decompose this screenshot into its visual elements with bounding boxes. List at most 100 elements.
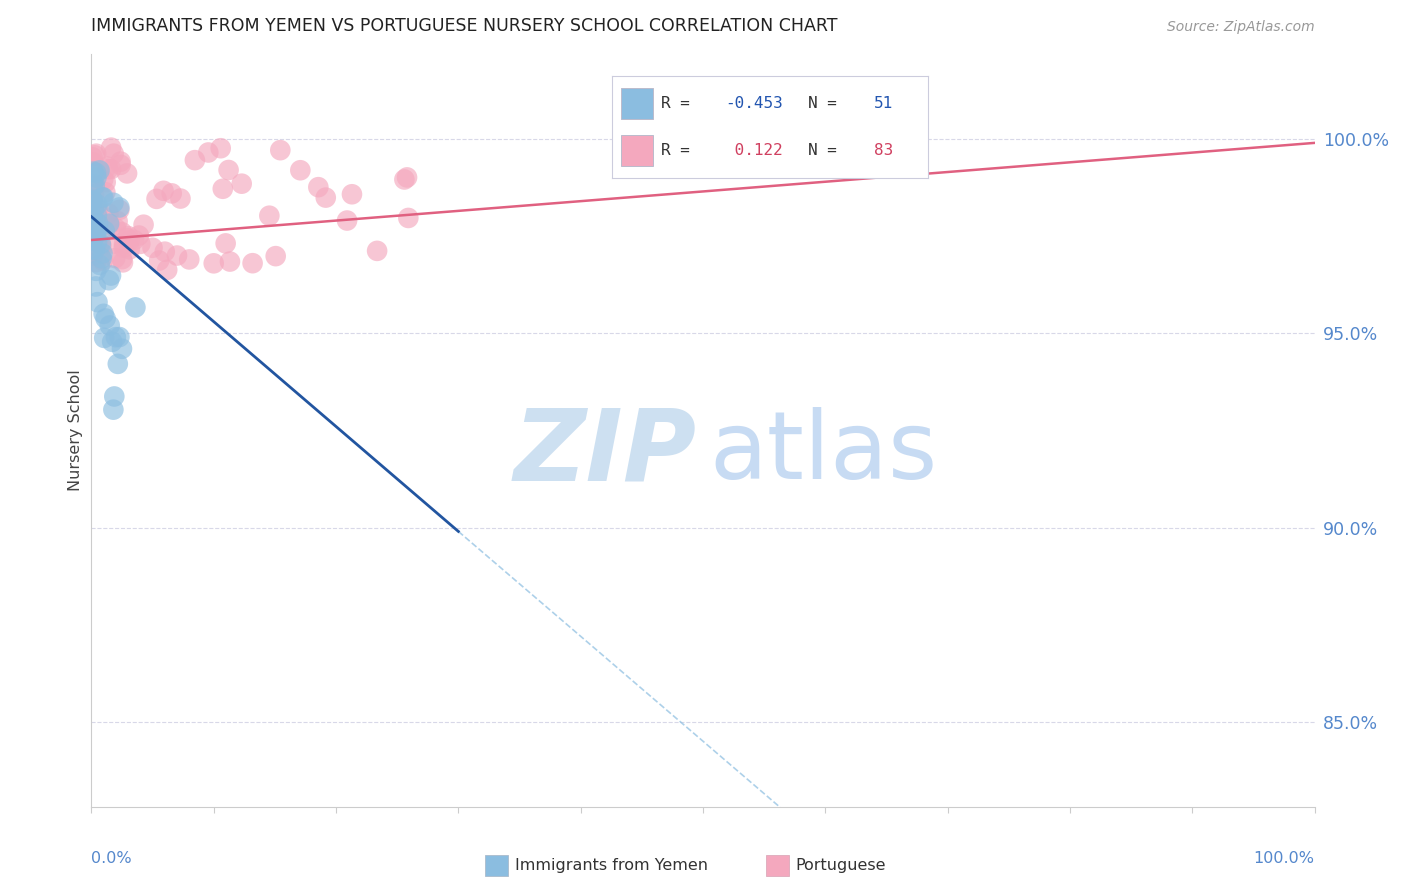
Point <box>211 182 233 196</box>
Point <box>86 208 108 222</box>
Point <box>97 162 120 177</box>
Text: 100.0%: 100.0% <box>1254 852 1315 866</box>
Point <box>156 263 179 277</box>
Point <box>104 221 127 235</box>
Point <box>83 243 105 257</box>
Text: N =: N = <box>808 96 846 111</box>
Point <box>290 163 312 178</box>
Point <box>166 248 188 262</box>
Point <box>86 235 108 249</box>
Point <box>104 251 127 265</box>
Text: Source: ZipAtlas.com: Source: ZipAtlas.com <box>1167 21 1315 34</box>
Point <box>184 153 207 168</box>
Point <box>82 194 104 209</box>
FancyBboxPatch shape <box>621 88 652 119</box>
Point <box>108 201 131 215</box>
Point <box>153 244 176 259</box>
Point <box>118 233 141 247</box>
Point <box>218 163 240 178</box>
Point <box>396 211 419 225</box>
Text: R =: R = <box>661 144 699 158</box>
Point <box>124 301 146 315</box>
Text: Portuguese: Portuguese <box>796 858 886 872</box>
Point <box>107 214 129 228</box>
Point <box>86 170 108 185</box>
Point <box>98 217 121 231</box>
Point <box>141 241 163 255</box>
Point <box>231 177 253 191</box>
Point <box>83 178 105 193</box>
Point <box>84 146 107 161</box>
Point <box>111 342 134 356</box>
Point <box>307 180 329 194</box>
Point <box>89 258 111 272</box>
Point <box>86 205 108 219</box>
Point <box>103 389 125 403</box>
Point <box>98 273 121 287</box>
Point <box>86 197 108 211</box>
Point <box>84 166 107 180</box>
Point <box>84 225 107 239</box>
Point <box>82 164 104 178</box>
Point <box>112 236 135 251</box>
Point <box>264 249 287 263</box>
Point <box>86 295 108 310</box>
Point <box>340 187 363 202</box>
Point <box>117 229 139 244</box>
Point <box>219 254 242 268</box>
Point <box>197 145 219 160</box>
Text: 0.0%: 0.0% <box>91 852 132 866</box>
Point <box>214 236 236 251</box>
Point <box>129 236 152 251</box>
Point <box>100 141 122 155</box>
Point <box>83 230 105 244</box>
Point <box>82 178 104 192</box>
Text: -0.453: -0.453 <box>725 96 783 111</box>
Point <box>82 155 104 169</box>
Point <box>111 255 134 269</box>
Point <box>86 223 108 237</box>
Point <box>132 218 155 232</box>
Point <box>83 187 105 202</box>
Point <box>89 237 111 252</box>
Point <box>103 195 125 210</box>
Point <box>394 172 416 186</box>
Point <box>100 162 122 177</box>
Point <box>145 192 167 206</box>
Point <box>98 218 121 232</box>
Point <box>103 236 125 251</box>
Point <box>86 225 108 239</box>
Text: 83: 83 <box>875 144 893 158</box>
Point <box>122 233 145 247</box>
Point <box>86 202 108 216</box>
Point <box>91 190 114 204</box>
Point <box>82 228 104 243</box>
Point <box>111 252 134 267</box>
Point <box>103 146 125 161</box>
Point <box>91 190 114 204</box>
Text: Immigrants from Yemen: Immigrants from Yemen <box>515 858 707 872</box>
Text: 0.122: 0.122 <box>725 144 783 158</box>
Point <box>98 318 121 333</box>
Y-axis label: Nursery School: Nursery School <box>67 369 83 491</box>
Point <box>209 141 232 155</box>
Point <box>83 178 105 193</box>
Point <box>93 331 115 345</box>
Point <box>96 160 118 174</box>
Point <box>108 330 131 344</box>
Point <box>366 244 388 258</box>
Point <box>110 158 132 172</box>
Point <box>84 255 107 269</box>
Point <box>101 334 124 349</box>
Point <box>107 357 129 371</box>
Text: N =: N = <box>808 144 846 158</box>
Text: IMMIGRANTS FROM YEMEN VS PORTUGUESE NURSERY SCHOOL CORRELATION CHART: IMMIGRANTS FROM YEMEN VS PORTUGUESE NURS… <box>91 17 838 35</box>
Point <box>83 228 105 243</box>
Point <box>83 224 105 238</box>
Point <box>118 242 141 256</box>
Point <box>112 241 135 255</box>
Point <box>86 224 108 238</box>
Point <box>82 193 104 207</box>
Point <box>82 150 104 164</box>
Point <box>202 256 225 270</box>
